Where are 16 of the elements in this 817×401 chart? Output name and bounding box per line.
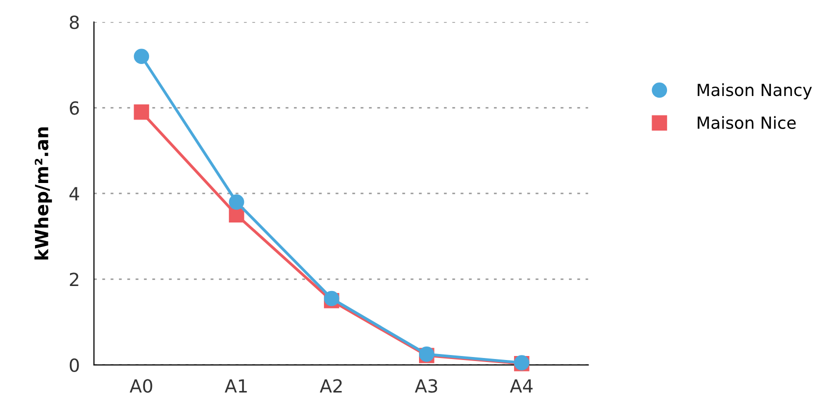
x-tick-label: A3 bbox=[414, 379, 438, 393]
x-tick-label: A0 bbox=[130, 379, 152, 393]
y-tick-label: 8 bbox=[70, 16, 79, 30]
y-tick-label: 2 bbox=[70, 272, 78, 286]
y-axis-title: kWhep/m².an bbox=[34, 127, 52, 260]
point bbox=[134, 104, 150, 120]
legend-label: Maison Nice bbox=[698, 116, 796, 130]
x-tick-label: A1 bbox=[224, 379, 247, 393]
point bbox=[228, 194, 244, 210]
y-tick-label: 6 bbox=[70, 101, 79, 115]
legend-label: Maison Nancy bbox=[698, 83, 812, 100]
x-tick-label: A2 bbox=[320, 379, 342, 393]
point bbox=[134, 48, 150, 64]
y-tick-label: 0 bbox=[70, 358, 79, 372]
y-tick-label: 4 bbox=[69, 187, 80, 200]
x-tick-label: A4 bbox=[510, 379, 533, 393]
